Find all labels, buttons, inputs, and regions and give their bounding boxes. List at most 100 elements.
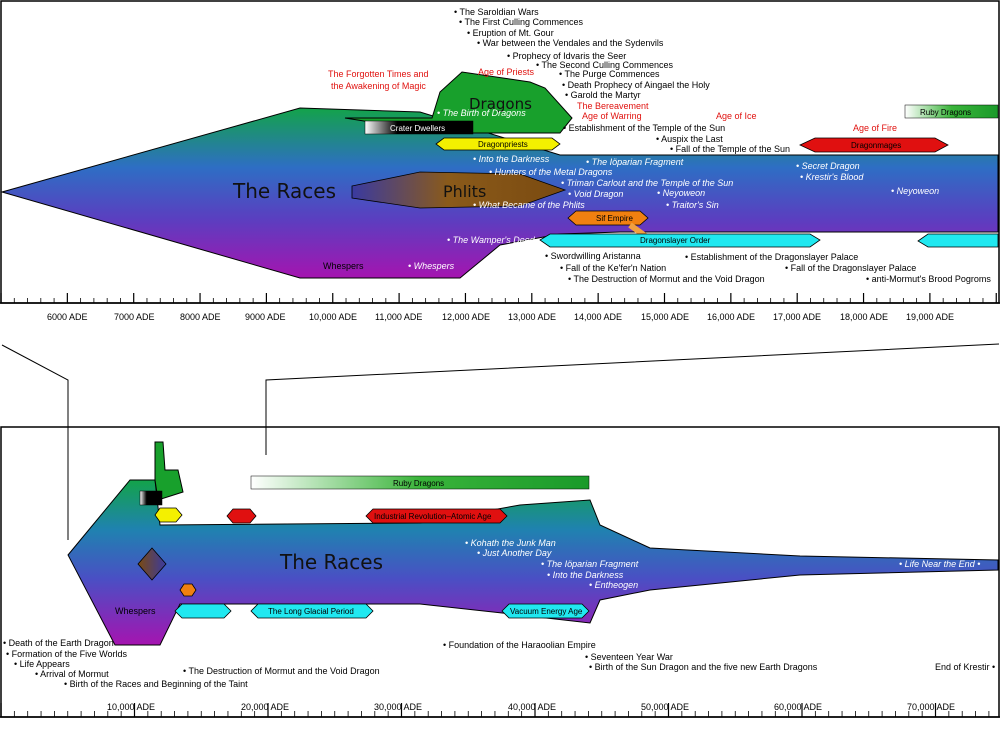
top-stories: • The Birth of Dragons • Into the Darkne… [408,108,939,271]
whespers-label-bottom: Whespers [115,606,156,616]
age-fire: Age of Fire [853,123,897,133]
age-forgotten-1: The Forgotten Times and [328,69,429,79]
zoom-connector-right [265,343,1000,455]
bottom-tick-label: 50,000 ADE [641,702,689,712]
dragonpriests-bar-bottom [154,507,183,523]
event-item: • The Purge Commences [559,69,660,79]
ruby-dragons-label-top: Ruby Dragons [920,108,971,117]
top-tick-label: 17,000 ADE [773,312,821,322]
top-events-above: • The Saroldian Wars • The First Culling… [454,7,710,100]
glacial-period-bar [250,603,374,619]
bottom-tick-label: 70,000 ADE [907,702,955,712]
top-tick-label: 10,000 ADE [309,312,357,322]
event-item: • The Saroldian Wars [454,7,539,17]
story-item: • Kohath the Junk Man [465,538,556,548]
story-item: • The Iöparian Fragment [586,157,684,167]
top-tick-label: 18,000 ADE [840,312,888,322]
dragonslayer-order-bar-2 [917,233,999,248]
top-tick-label: 9000 ADE [245,312,286,322]
event-item: • Auspix the Last [656,134,723,144]
top-tick-label: 8000 ADE [180,312,221,322]
whespers-label-top: Whespers [323,261,364,271]
event-item: • Swordwilling Aristanna [545,251,641,261]
ruby-dragons-bar-top [904,104,999,119]
story-item: • The Wamper's Deed [447,235,536,245]
dragons-stream-bottom [154,441,184,501]
races-stream-bottom [67,479,999,646]
dragonpriests-label: Dragonpriests [478,140,528,149]
ruby-dragons-bar-bottom [250,475,590,490]
dragonslayer-order-bar [539,233,821,248]
top-tick-label: 16,000 ADE [707,312,755,322]
event-item: • Foundation of the Haraoolian Empire [443,640,596,650]
top-axis-ticks [0,293,997,303]
event-item: • Prophecy of Idvaris the Seer [507,51,626,61]
age-forgotten-2: the Awakening of Magic [331,81,426,91]
dragonslayer-order-bar-bottom [174,603,232,619]
story-item: • Entheogen [589,580,638,590]
bottom-axis-labels: 10,000 ADE 20,000 ADE 30,000 ADE 40,000 … [107,702,955,712]
event-item: • Establishment of the Dragonslayer Pala… [685,252,858,262]
story-item: • Secret Dragon [796,161,860,171]
dragonslayer-order-label: Dragonslayer Order [640,236,711,245]
zoom-connector-left [1,344,69,540]
bottom-stories: • Kohath the Junk Man • Just Another Day… [465,538,980,590]
story-item: • Neyoweon [891,186,939,196]
sif-empire-bar-bottom [179,583,197,597]
crater-dwellers-label: Crater Dwellers [390,124,445,133]
vacuum-energy-label: Vacuum Energy Age [510,607,583,616]
event-item: • War between the Vendales and the Syden… [477,38,664,48]
crater-dwellers-bar [364,120,474,135]
event-item: • Seventeen Year War [585,652,673,662]
dragonmages-bar-bottom [226,508,257,524]
age-ice: Age of Ice [716,111,757,121]
top-tick-label: 12,000 ADE [442,312,490,322]
story-item: • The Iöparian Fragment [541,559,639,569]
event-item: • Establishment of the Temple of the Sun [563,123,725,133]
story-item: • Hunters of the Metal Dragons [489,167,613,177]
top-tick-label: 11,000 ADE [375,312,422,322]
event-item: End of Krestir • [935,662,995,672]
top-tick-label: 15,000 ADE [641,312,689,322]
sif-empire-label: Sif Empire [596,214,633,223]
event-item: • The First Culling Commences [459,17,584,27]
dragons-stream [344,71,573,134]
bottom-tick-label: 10,000 ADE [107,702,155,712]
sif-empire-bar [567,210,649,226]
crater-dwellers-bar-bottom [139,490,163,506]
event-item: • Fall of the Dragonslayer Palace [785,263,916,273]
top-tick-label: 19,000 ADE [906,312,954,322]
industrial-revolution-label: Industrial Revolution–Atomic Age [374,512,492,521]
bottom-tick-label: 30,000 ADE [374,702,422,712]
event-item: • Birth of the Races and Beginning of th… [64,679,248,689]
story-item: • Whespers [408,261,455,271]
story-item: • Into the Darkness [473,154,550,164]
story-item: • Life Near the End • [899,559,980,569]
event-item: • Death of the Earth Dragon [3,638,114,648]
races-label-bottom: The Races [279,550,383,574]
age-warring: Age of Warring [582,111,642,121]
story-item: • The Birth of Dragons [437,108,526,118]
event-item: • Eruption of Mt. Gour [467,28,554,38]
top-axis-labels: 6000 ADE 7000 ADE 8000 ADE 9000 ADE 10,0… [47,312,954,322]
dragonmages-bar [799,137,949,153]
bottom-tick-label: 20,000 ADE [241,702,289,712]
top-tick-label: 7000 ADE [114,312,155,322]
event-item: • Arrival of Mormut [35,669,109,679]
event-item: • Life Appears [14,659,70,669]
event-item: • The Destruction of Mormut and the Void… [568,274,765,284]
dragonpriests-bar [435,137,561,151]
top-tick-label: 6000 ADE [47,312,88,322]
event-item: • Death Prophecy of Aingael the Holy [562,80,710,90]
phlits-label: Phlits [443,182,486,201]
industrial-revolution-bar [365,508,508,524]
bottom-tick-label: 40,000 ADE [508,702,556,712]
story-item: • Void Dragon [568,189,623,199]
story-item: • Neyoweon [657,188,705,198]
story-item: • Triman Carlout and the Temple of the S… [561,178,733,188]
event-item: • Birth of the Sun Dragon and the five n… [589,662,818,672]
story-item: • Traitor's Sin [666,200,719,210]
bottom-events-left: • Death of the Earth Dragon • Formation … [3,638,380,689]
top-tick-label: 13,000 ADE [508,312,556,322]
